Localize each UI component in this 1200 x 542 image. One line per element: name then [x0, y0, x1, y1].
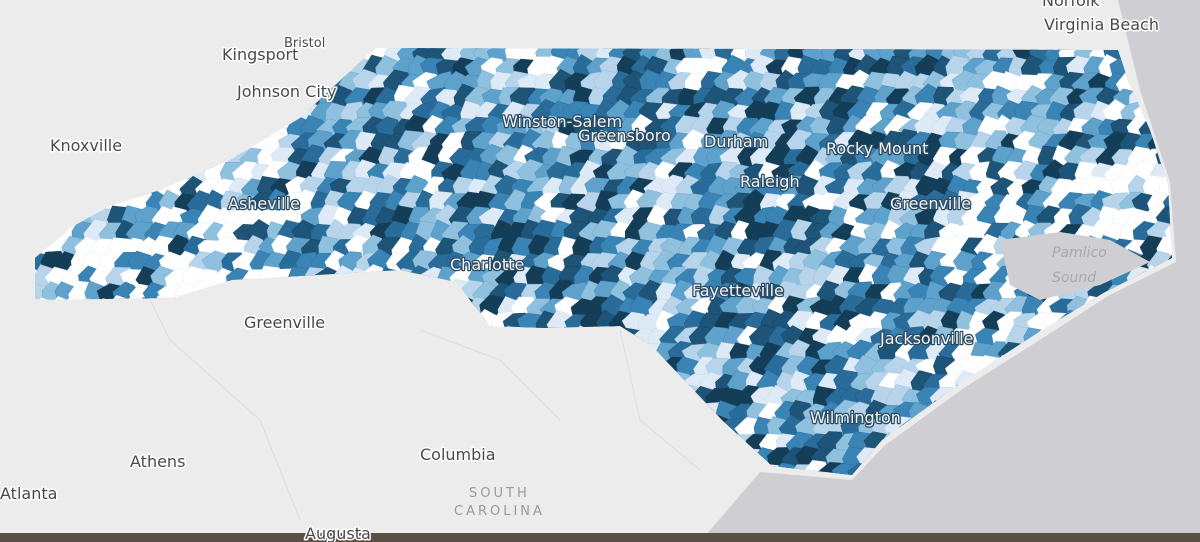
city-label: Knoxville [50, 136, 122, 155]
city-label: Greenville [890, 194, 971, 213]
city-label: Raleigh [740, 172, 800, 191]
city-label: Wilmington [810, 408, 901, 427]
city-label: Atlanta [0, 484, 57, 503]
city-label: Charlotte [450, 255, 524, 274]
city-label: Johnson City [236, 82, 337, 101]
city-label: Bristol [284, 36, 325, 51]
city-label: Rocky Mount [826, 139, 928, 158]
city-label: Greenville [244, 313, 325, 332]
city-label: Athens [130, 452, 185, 471]
city-label: Virginia Beach [1044, 15, 1159, 34]
pamlico-sound [1000, 232, 1150, 300]
region-label: SOUTH [469, 486, 530, 501]
city-label: Columbia [420, 445, 496, 464]
city-label: Norfolk [1042, 0, 1100, 10]
border-lines [149, 299, 701, 521]
city-label: Kingsport [222, 45, 298, 64]
city-label: Durham [704, 132, 768, 151]
city-label: Winston-Salem [502, 112, 622, 131]
ocean [700, 0, 1200, 542]
water-label: Pamlico [1052, 245, 1107, 261]
city-label: Fayetteville [692, 281, 784, 300]
water-label: Sound [1052, 270, 1096, 286]
city-label: Asheville [228, 194, 300, 213]
city-label: Greensboro [578, 126, 671, 145]
city-label: Jacksonville [879, 329, 974, 348]
city-label: Augusta [305, 524, 371, 542]
bottom-strip [0, 533, 1200, 542]
region-label: CAROLINA [454, 504, 545, 519]
